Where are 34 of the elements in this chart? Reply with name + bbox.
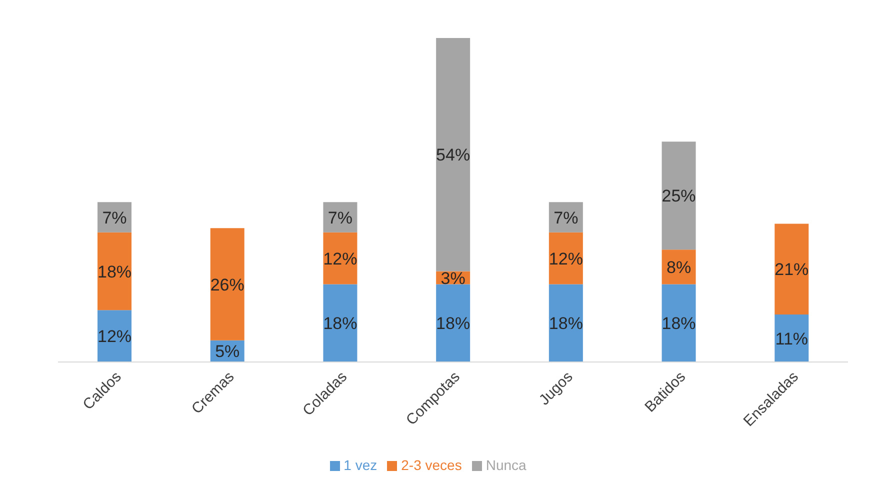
bar — [548, 284, 583, 362]
data-label: 54% — [436, 146, 470, 165]
bar — [436, 284, 470, 362]
data-label: 11% — [775, 329, 808, 348]
data-label: 26% — [210, 275, 244, 294]
data-label: 18% — [548, 314, 583, 334]
data-label: 7% — [554, 208, 578, 228]
bar — [548, 232, 583, 284]
data-label: 7% — [328, 208, 353, 228]
data-label: 12% — [97, 327, 132, 346]
legend-label: 2-3 veces — [401, 457, 462, 473]
data-label: 18% — [662, 314, 696, 334]
data-label: 18% — [323, 314, 358, 334]
data-label: 18% — [436, 314, 470, 334]
bar — [774, 224, 809, 314]
data-label: 25% — [662, 186, 696, 206]
data-label: 7% — [102, 208, 127, 228]
bar — [662, 284, 696, 362]
bar — [436, 38, 470, 272]
bar — [210, 228, 244, 340]
data-label: 12% — [548, 249, 583, 268]
data-label: 5% — [215, 342, 240, 362]
bar — [323, 232, 358, 284]
bar — [98, 310, 132, 362]
legend-label: Nunca — [486, 457, 526, 473]
bar — [662, 142, 696, 250]
bar — [98, 232, 132, 310]
data-label: 18% — [97, 262, 132, 282]
data-label: 21% — [774, 260, 809, 280]
data-label: 8% — [666, 258, 692, 277]
bar — [323, 284, 358, 362]
legend-label: 1 vez — [344, 457, 378, 473]
data-label: 3% — [440, 268, 466, 288]
data-label: 12% — [323, 249, 358, 268]
